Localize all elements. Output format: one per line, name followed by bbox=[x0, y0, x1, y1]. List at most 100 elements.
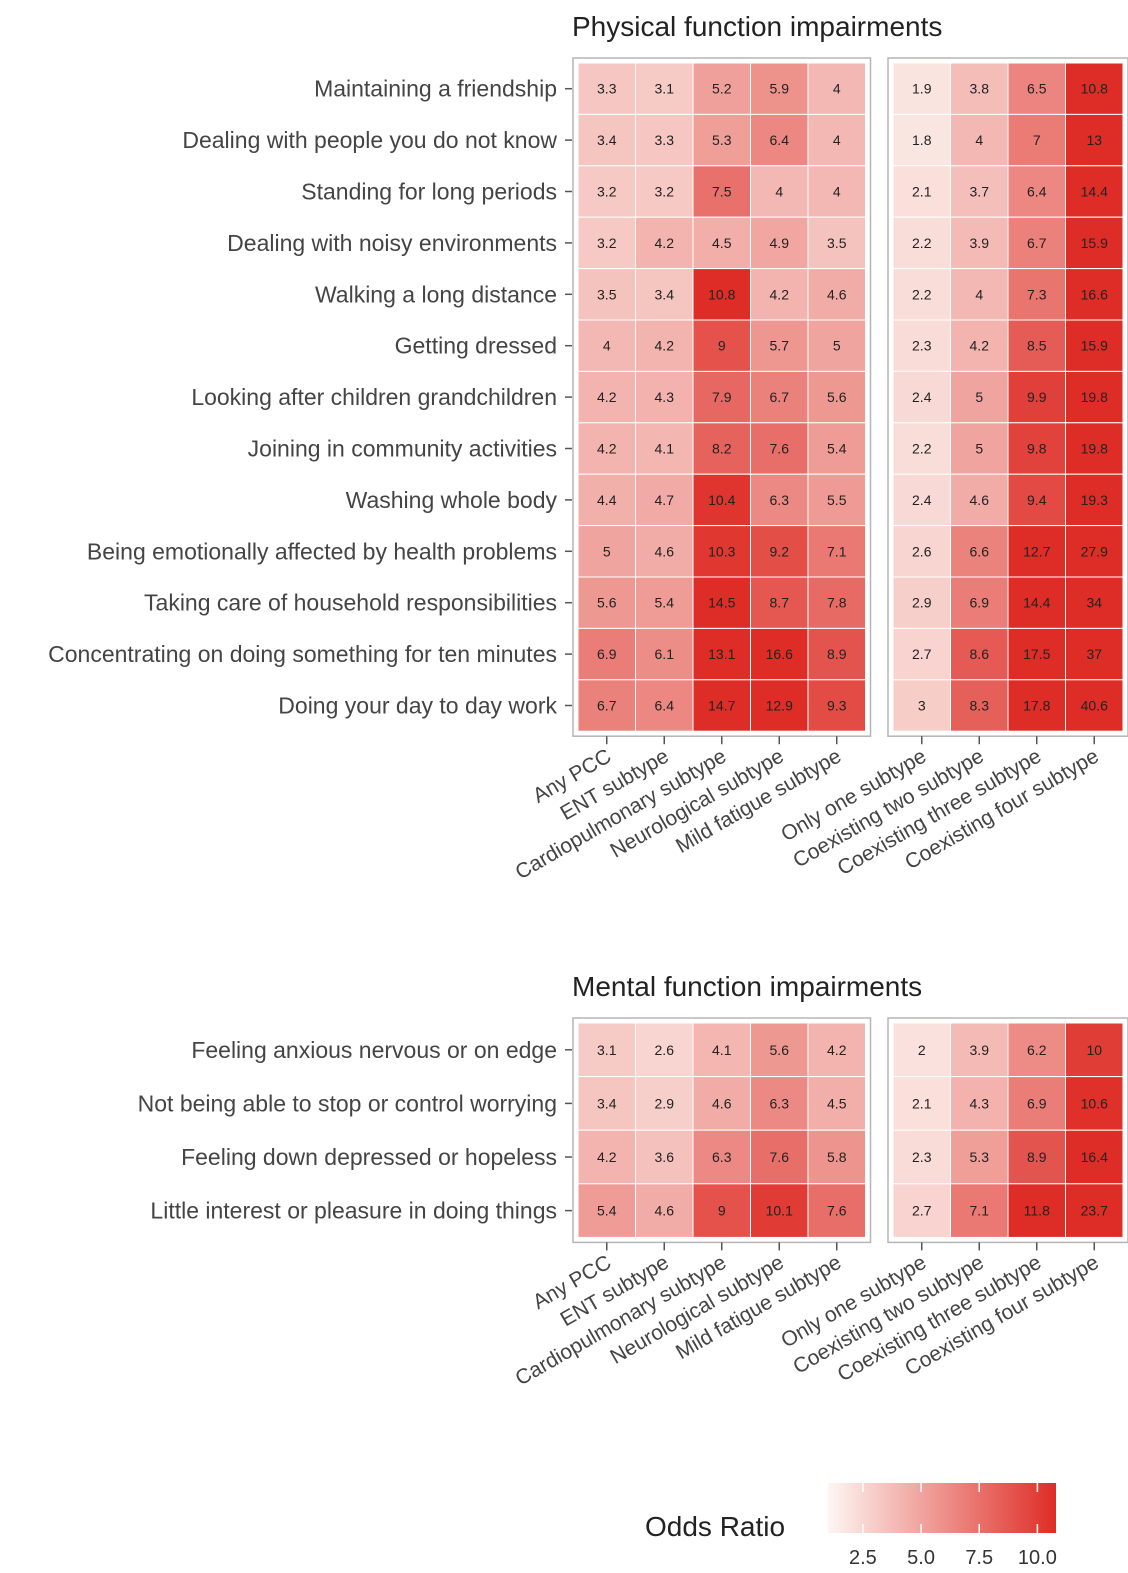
cell-value: 7.6 bbox=[770, 441, 790, 457]
cell-value: 10.8 bbox=[708, 286, 735, 302]
cell-value: 3.5 bbox=[597, 286, 617, 302]
heatmap-cell bbox=[750, 1076, 809, 1131]
cell-value: 3.1 bbox=[655, 81, 675, 97]
cell-value: 2.3 bbox=[912, 338, 932, 354]
cell-value: 8.7 bbox=[770, 595, 790, 611]
cell-value: 5.4 bbox=[655, 595, 675, 611]
cell-value: 34 bbox=[1086, 595, 1102, 611]
cell-value: 2 bbox=[918, 1042, 926, 1058]
heatmap-cell bbox=[635, 576, 694, 629]
legend: Odds Ratio 2.5 5.0 7.5 10.0 bbox=[645, 1483, 1057, 1569]
cell-value: 8.9 bbox=[827, 646, 847, 662]
heatmap-cell bbox=[692, 370, 751, 424]
row-label: Not being able to stop or control worryi… bbox=[138, 1090, 557, 1116]
cell-value: 4.4 bbox=[597, 492, 617, 508]
cell-value: 6.3 bbox=[712, 1149, 732, 1165]
heatmap-cell bbox=[692, 1022, 751, 1078]
cell-value: 4 bbox=[975, 286, 983, 302]
cell-value: 5.4 bbox=[597, 1203, 617, 1219]
cell-value: 5 bbox=[975, 441, 983, 457]
heatmap-cell bbox=[807, 1129, 866, 1185]
panel-0: 3.3 3.1 5.2 5.9 4 3.4 3.3 5.3 6.4 4 3.2 3.2 7.5 4 4 3.2… bbox=[512, 57, 872, 884]
legend-tick-label: 10.0 bbox=[1018, 1547, 1057, 1569]
cell-value: 10.1 bbox=[766, 1203, 793, 1219]
heatmap-cell bbox=[807, 525, 866, 578]
cell-value: 4.6 bbox=[970, 492, 990, 508]
cell-value: 9.4 bbox=[1027, 492, 1047, 508]
legend-tick-label: 2.5 bbox=[849, 1547, 877, 1569]
heatmap-cell bbox=[750, 268, 809, 321]
cell-value: 4.2 bbox=[597, 1149, 617, 1165]
cell-value: 6.4 bbox=[1027, 184, 1047, 200]
cell-value: 6.7 bbox=[770, 389, 790, 405]
cell-value: 16.4 bbox=[1081, 1149, 1108, 1165]
legend-title: Odds Ratio bbox=[645, 1511, 785, 1542]
heatmap-cell bbox=[807, 268, 866, 321]
cell-value: 7.8 bbox=[827, 595, 847, 611]
heatmap-cell bbox=[635, 473, 694, 527]
heatmap-cell bbox=[635, 422, 694, 475]
heatmap-cell bbox=[692, 473, 751, 527]
heatmap-cell bbox=[577, 627, 636, 681]
cell-value: 4.1 bbox=[712, 1042, 732, 1058]
cell-value: 3.2 bbox=[597, 184, 617, 200]
heatmap-cell bbox=[692, 62, 751, 115]
heatmap-cell bbox=[692, 576, 751, 629]
cell-value: 5.4 bbox=[827, 441, 847, 457]
cell-value: 1.9 bbox=[912, 81, 932, 97]
cell-value: 3.9 bbox=[970, 1042, 990, 1058]
heatmap-cell bbox=[892, 1022, 951, 1078]
cell-value: 7.3 bbox=[1027, 286, 1047, 302]
cell-value: 19.8 bbox=[1081, 389, 1108, 405]
cell-value: 23.7 bbox=[1081, 1203, 1108, 1219]
cell-value: 4 bbox=[833, 132, 841, 148]
heatmap-cell bbox=[1065, 576, 1124, 629]
row-label: Being emotionally affected by health pro… bbox=[87, 538, 557, 564]
row-label: Standing for long periods bbox=[301, 179, 557, 205]
cell-value: 3 bbox=[918, 698, 926, 714]
heatmap-cell bbox=[1007, 370, 1066, 424]
legend-tick-label: 5.0 bbox=[907, 1547, 935, 1569]
cell-value: 6.6 bbox=[970, 543, 990, 559]
cell-value: 4 bbox=[833, 184, 841, 200]
heatmap-cell bbox=[1065, 627, 1124, 681]
heatmap-cell bbox=[750, 216, 809, 270]
cell-value: 7 bbox=[1033, 132, 1041, 148]
cell-value: 3.3 bbox=[597, 81, 617, 97]
heatmap-cell bbox=[950, 422, 1009, 475]
heatmap-cell bbox=[950, 113, 1009, 167]
cell-value: 4 bbox=[975, 132, 983, 148]
cell-value: 4.2 bbox=[597, 389, 617, 405]
heatmap-cell bbox=[892, 62, 951, 115]
cell-value: 19.3 bbox=[1081, 492, 1108, 508]
cell-value: 7.5 bbox=[712, 184, 732, 200]
cell-value: 8.2 bbox=[712, 441, 732, 457]
heatmap-cell bbox=[577, 319, 636, 372]
cell-value: 16.6 bbox=[766, 646, 793, 662]
panel-border bbox=[887, 1017, 1128, 1244]
cell-value: 19.8 bbox=[1081, 441, 1108, 457]
cell-value: 6.1 bbox=[655, 646, 675, 662]
heatmap-cell bbox=[807, 216, 866, 270]
heatmap-cell bbox=[635, 1129, 694, 1185]
heatmap-1: Mental function impairments Feeling anxio… bbox=[138, 971, 1128, 1390]
cell-value: 13.1 bbox=[708, 646, 735, 662]
cell-value: 11.8 bbox=[1024, 1203, 1050, 1219]
heatmap-cell bbox=[692, 165, 751, 218]
heatmap-cell bbox=[1065, 319, 1124, 372]
cell-value: 3.2 bbox=[597, 235, 617, 251]
heatmap-cell bbox=[635, 1022, 694, 1078]
cell-value: 4.3 bbox=[970, 1095, 990, 1111]
cell-value: 4.6 bbox=[655, 1203, 675, 1219]
heatmap-cell bbox=[892, 473, 951, 527]
heatmap-cell bbox=[750, 422, 809, 475]
cell-value: 7.6 bbox=[827, 1203, 847, 1219]
heatmap-cell bbox=[635, 113, 694, 167]
cell-value: 5.8 bbox=[827, 1149, 847, 1165]
cell-value: 5.3 bbox=[712, 132, 732, 148]
heatmap-cell bbox=[807, 319, 866, 372]
heatmap-cell bbox=[807, 62, 866, 115]
heatmap-cell bbox=[1065, 1022, 1124, 1078]
heatmap-cell bbox=[1007, 62, 1066, 115]
